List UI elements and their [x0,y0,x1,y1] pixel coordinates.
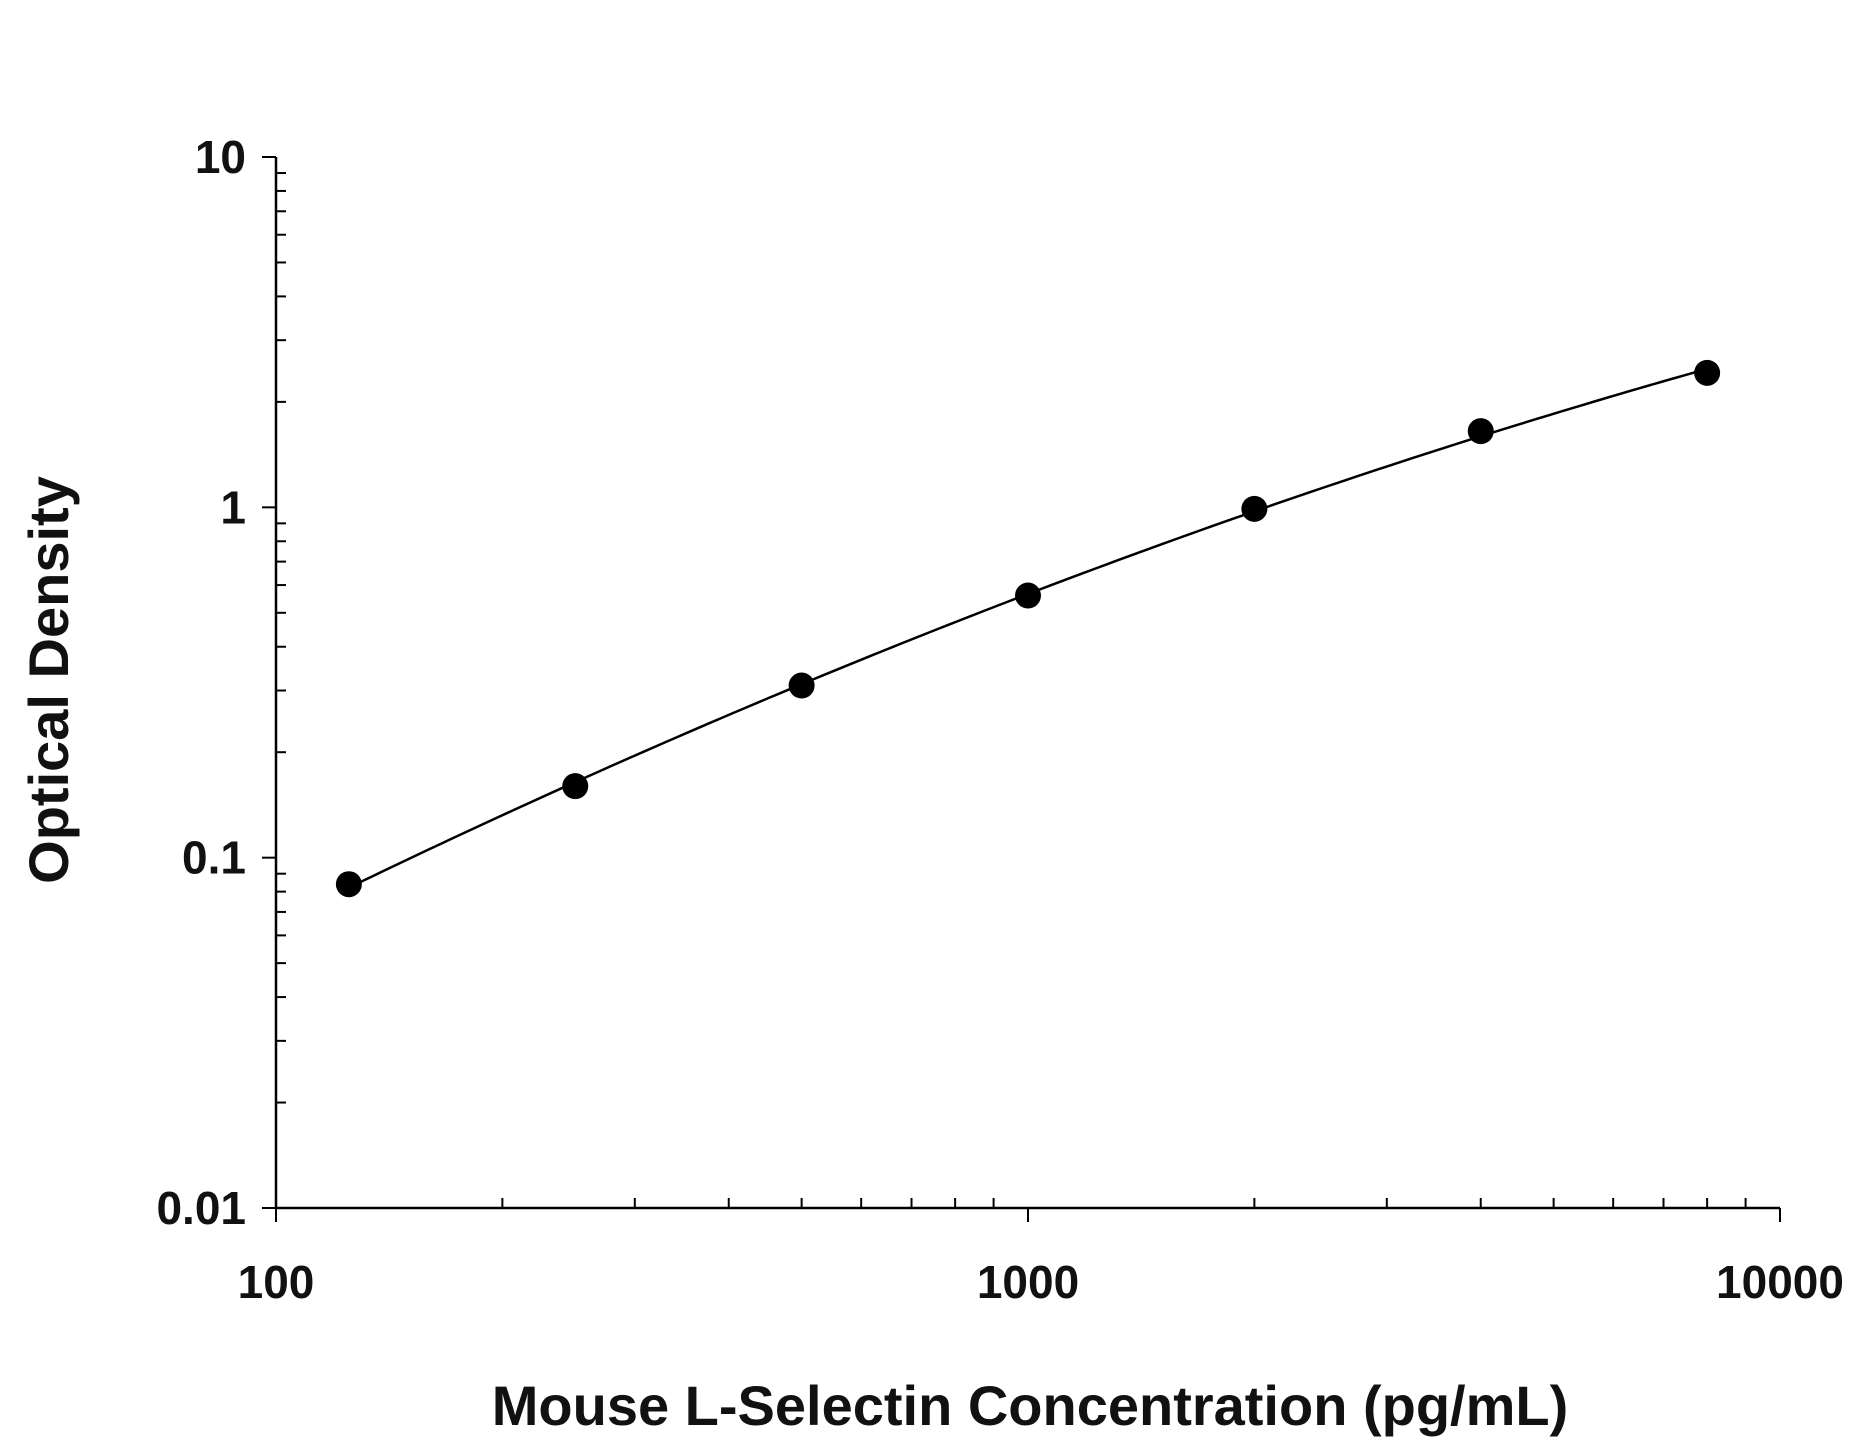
fit-curve-layer [348,367,1708,889]
data-point [1467,418,1494,445]
data-point [1694,359,1721,386]
data-point [788,672,815,699]
y-tick-label: 0.1 [182,832,246,884]
x-tick-label: 10000 [1716,1256,1844,1308]
y-axis-title: Optical Density [17,476,80,884]
data-point [1015,582,1041,609]
x-axis-title: Mouse L-Selectin Concentration (pg/mL) [492,1374,1568,1437]
axis-ticks: 0.01 0.1 1 10 100 1000 10000 [156,131,1843,1308]
fit-curve [348,367,1708,889]
x-tick-label: 100 [238,1256,315,1308]
data-points [335,359,1721,898]
data-point [562,773,589,800]
y-tick-label: 0.01 [156,1182,246,1234]
y-tick-label: 10 [195,131,246,183]
data-point [335,871,362,898]
axes [274,157,1780,1210]
y-tick-label: 1 [220,481,246,533]
data-point [1241,495,1268,522]
x-tick-label: 1000 [977,1256,1079,1308]
